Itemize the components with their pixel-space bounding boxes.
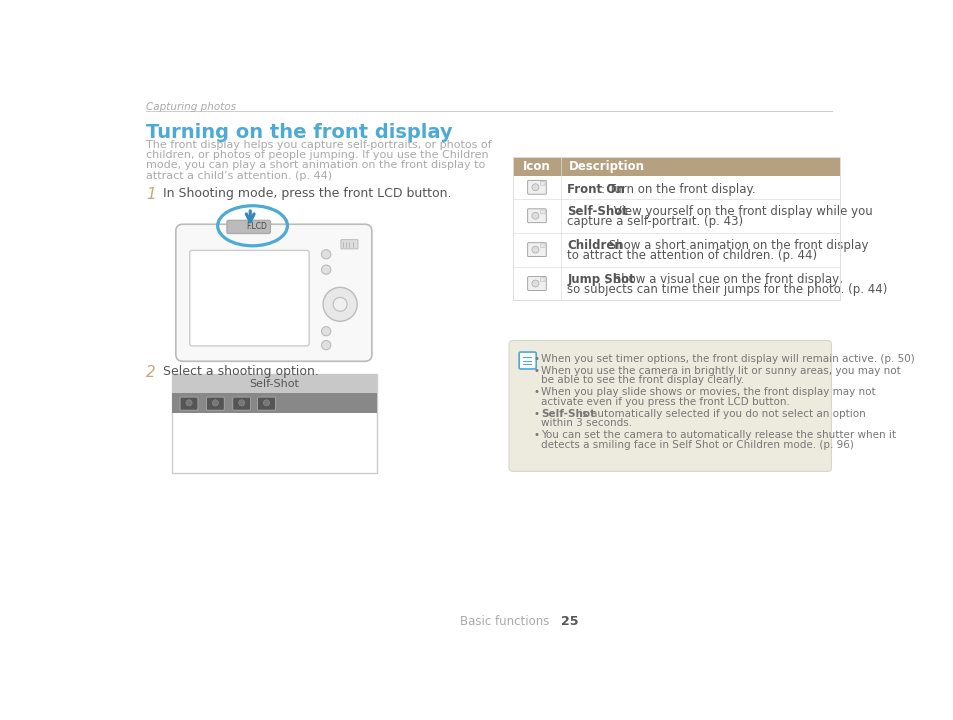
Circle shape — [186, 400, 192, 406]
Text: : Turn on the front display.: : Turn on the front display. — [600, 184, 755, 197]
Circle shape — [321, 327, 331, 336]
Text: so subjects can time their jumps for the photo. (p. 44): so subjects can time their jumps for the… — [567, 283, 886, 296]
FancyBboxPatch shape — [540, 244, 544, 248]
Text: : Show a visual cue on the front display,: : Show a visual cue on the front display… — [605, 273, 841, 286]
Circle shape — [321, 250, 331, 259]
FancyBboxPatch shape — [257, 397, 275, 410]
Circle shape — [532, 212, 538, 219]
Text: is automatically selected if you do not select an option: is automatically selected if you do not … — [575, 409, 864, 418]
Text: The front display helps you capture self-portraits, or photos of: The front display helps you capture self… — [146, 140, 492, 150]
FancyBboxPatch shape — [527, 209, 546, 222]
Circle shape — [532, 184, 538, 191]
FancyBboxPatch shape — [540, 210, 544, 214]
FancyBboxPatch shape — [540, 278, 544, 282]
Text: •: • — [534, 387, 539, 397]
Text: Self-Shot: Self-Shot — [250, 379, 299, 389]
Text: When you play slide shows or movies, the front display may not: When you play slide shows or movies, the… — [540, 387, 875, 397]
FancyBboxPatch shape — [527, 180, 546, 194]
Text: within 3 seconds.: within 3 seconds. — [540, 418, 631, 428]
FancyBboxPatch shape — [206, 397, 224, 410]
FancyBboxPatch shape — [180, 397, 197, 410]
FancyBboxPatch shape — [540, 181, 544, 185]
Circle shape — [321, 265, 331, 274]
Text: detects a smiling face in Self Shot or Children mode. (p. 96): detects a smiling face in Self Shot or C… — [540, 440, 853, 450]
Text: to attract the attention of children. (p. 44): to attract the attention of children. (p… — [567, 249, 817, 262]
Bar — [513, 176, 840, 199]
Text: Jump Shot: Jump Shot — [567, 273, 635, 286]
Text: attract a child’s attention. (p. 44): attract a child’s attention. (p. 44) — [146, 171, 333, 181]
FancyBboxPatch shape — [527, 243, 546, 256]
Circle shape — [263, 400, 270, 406]
Text: : View yourself on the front display while you: : View yourself on the front display whi… — [605, 205, 871, 218]
Circle shape — [321, 341, 331, 350]
Text: In Shooting mode, press the front LCD button.: In Shooting mode, press the front LCD bu… — [163, 187, 452, 200]
Text: children, or photos of people jumping. If you use the Children: children, or photos of people jumping. I… — [146, 150, 489, 160]
Text: Self-Shot: Self-Shot — [567, 205, 627, 218]
FancyBboxPatch shape — [518, 352, 536, 369]
Text: Capturing photos: Capturing photos — [146, 102, 236, 112]
FancyBboxPatch shape — [527, 276, 546, 290]
Text: be able to see the front display clearly.: be able to see the front display clearly… — [540, 375, 743, 385]
Bar — [172, 393, 377, 413]
Text: You can set the camera to automatically release the shutter when it: You can set the camera to automatically … — [540, 431, 895, 440]
Text: 2: 2 — [146, 365, 156, 380]
FancyBboxPatch shape — [340, 240, 357, 249]
FancyBboxPatch shape — [233, 397, 251, 410]
FancyBboxPatch shape — [175, 224, 372, 361]
Bar — [513, 157, 840, 176]
Bar — [513, 266, 840, 300]
Text: 1: 1 — [146, 187, 156, 202]
Text: Select a shooting option.: Select a shooting option. — [163, 365, 319, 378]
Bar — [513, 233, 840, 266]
Text: •: • — [534, 366, 539, 376]
Bar — [172, 374, 377, 393]
Text: •: • — [534, 409, 539, 418]
Text: Icon: Icon — [522, 160, 550, 173]
Circle shape — [323, 287, 356, 321]
FancyBboxPatch shape — [509, 341, 831, 472]
Circle shape — [212, 400, 218, 406]
Text: Self-Shot: Self-Shot — [540, 409, 595, 418]
Circle shape — [238, 400, 245, 406]
Text: activate even if you press the front LCD button.: activate even if you press the front LCD… — [540, 397, 789, 407]
Bar — [513, 199, 840, 233]
Text: Basic functions: Basic functions — [459, 615, 549, 628]
Text: •: • — [534, 431, 539, 440]
Circle shape — [333, 297, 347, 311]
FancyBboxPatch shape — [190, 251, 309, 346]
Text: Turning on the front display: Turning on the front display — [146, 123, 453, 143]
Text: F.LCD: F.LCD — [246, 222, 267, 231]
Text: When you use the camera in brightly lit or sunny areas, you may not: When you use the camera in brightly lit … — [540, 366, 900, 376]
Bar — [513, 157, 840, 300]
FancyBboxPatch shape — [227, 220, 270, 233]
Text: : Show a short animation on the front display: : Show a short animation on the front di… — [600, 239, 868, 252]
Circle shape — [532, 280, 538, 287]
Text: 25: 25 — [560, 615, 578, 628]
Circle shape — [532, 246, 538, 253]
Text: mode, you can play a short animation on the front display to: mode, you can play a short animation on … — [146, 161, 485, 171]
Text: Description: Description — [568, 160, 644, 173]
Text: •: • — [534, 354, 539, 364]
Text: capture a self-portrait. (p. 43): capture a self-portrait. (p. 43) — [567, 215, 742, 228]
Text: When you set timer options, the front display will remain active. (p. 50): When you set timer options, the front di… — [540, 354, 914, 364]
Bar — [172, 374, 377, 473]
Text: Front On: Front On — [567, 184, 624, 197]
Text: Children: Children — [567, 239, 622, 252]
